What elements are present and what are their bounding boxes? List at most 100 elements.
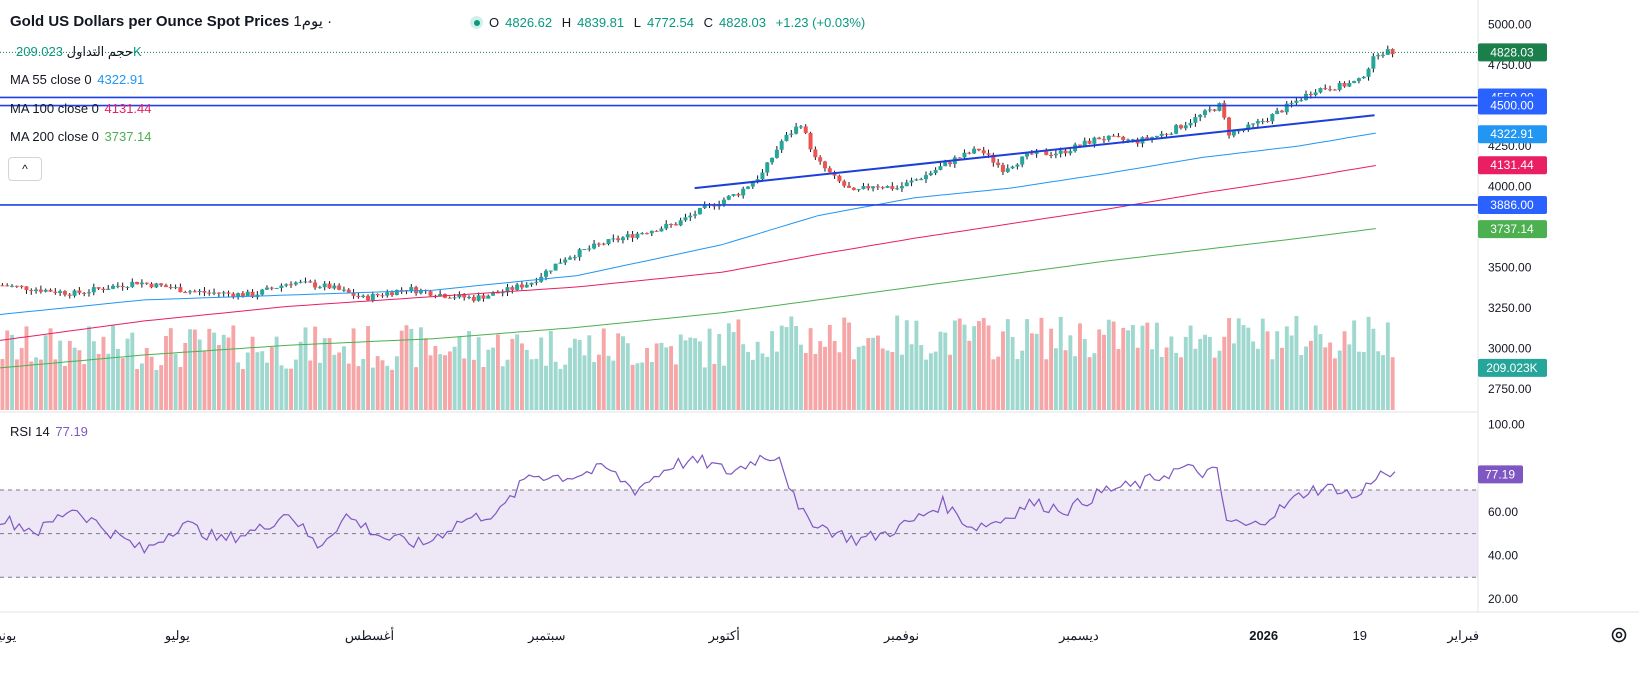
candle [322,283,327,288]
volume-bar [1366,316,1371,410]
candle [669,223,674,225]
volume-bar [649,362,654,410]
volume-bar [279,365,284,410]
volume-bar [43,335,48,410]
volume-bar [337,352,342,410]
volume-bar [0,359,5,410]
volume-bar [933,351,938,410]
close-value: 4828.03 [719,15,767,30]
volume-bar [1251,341,1256,410]
volume-legend[interactable]: حجم التداول 209.023K [16,44,142,59]
ma100-legend[interactable]: MA 100 close 0 4131.44 [10,101,152,116]
candle [803,126,808,133]
volume-bar [1053,348,1058,410]
candle [529,282,534,285]
candle [851,187,856,190]
volume-bar [803,352,808,410]
volume-bar [298,341,303,410]
candle [1241,129,1246,131]
candle [813,149,818,158]
volume-bar [611,360,616,410]
candle [1000,165,1005,172]
candle [943,162,948,167]
candle [1260,121,1265,123]
candle [58,291,63,293]
volume-bar [471,359,476,410]
candle [264,287,269,290]
candle [649,230,654,234]
candle [289,284,294,286]
candle [1227,117,1232,136]
candle [115,285,120,287]
candle [981,150,986,154]
collapse-legend-button[interactable]: ^ [8,157,42,181]
candle [596,243,601,245]
volume-bar [698,341,702,410]
volume-bar [544,365,548,410]
volume-bar [236,362,241,410]
candle [899,186,904,189]
volume-bar [1328,342,1333,410]
candle [356,295,361,297]
time-tick-label: ديسمبر [1058,628,1099,644]
settings-gear-icon[interactable] [1610,626,1628,644]
price-badge-label: 4500.00 [1490,99,1534,113]
volume-bar [438,354,443,410]
candle [1251,123,1256,125]
volume-bar [231,325,236,410]
candle [890,186,895,189]
volume-bar [313,326,318,410]
volume-bar [1015,359,1020,410]
volume-bar [832,341,837,410]
volume-bar [952,320,957,410]
volume-bar [996,356,1001,410]
volume-bar [765,356,770,410]
interval-label[interactable]: يوم1 · [293,13,333,30]
candle [1126,139,1131,141]
volume-bar [1385,322,1390,410]
volume-bar [1121,327,1126,410]
candle [558,262,563,264]
ma55-legend[interactable]: MA 55 close 0 4322.91 [10,72,145,87]
price-badge [1478,156,1547,175]
volume-bar [462,358,467,410]
volume-bar [202,351,207,410]
volume-bar [168,328,173,410]
candle [688,215,693,218]
volume-bar [269,347,274,410]
volume-bar [938,331,943,410]
volume-bar [1284,326,1289,410]
market-status-icon[interactable] [470,16,483,29]
rsi-legend[interactable]: RSI 14 77.19 [10,424,88,439]
volume-bar [481,366,486,410]
volume-bar [111,325,116,410]
volume-bar [212,332,217,410]
candle [1207,109,1212,111]
time-tick-label: نوفمبر [883,628,919,644]
volume-bar [847,322,852,410]
price-badge [1478,125,1547,144]
candle [837,175,842,182]
candle [794,126,799,134]
volume-bar [216,345,221,410]
candle [750,181,755,187]
volume-bar [664,347,669,410]
volume-bar [1222,336,1227,410]
candle [991,154,996,163]
ma200-legend[interactable]: MA 200 close 0 3737.14 [10,129,152,144]
candle [774,149,779,158]
candle [1178,125,1183,129]
symbol-title[interactable]: Gold US Dollars per Ounce Spot Prices [10,13,290,30]
price-tick-label: 3250.00 [1488,301,1532,315]
candle [909,180,914,183]
volume-bar [808,328,813,410]
volume-bar [890,352,895,410]
volume-bar [241,369,245,410]
candle [82,292,87,294]
candle [1068,151,1073,154]
volume-bar [895,315,900,410]
candle [159,283,164,286]
volume-bar [303,327,308,410]
candle [467,296,472,298]
